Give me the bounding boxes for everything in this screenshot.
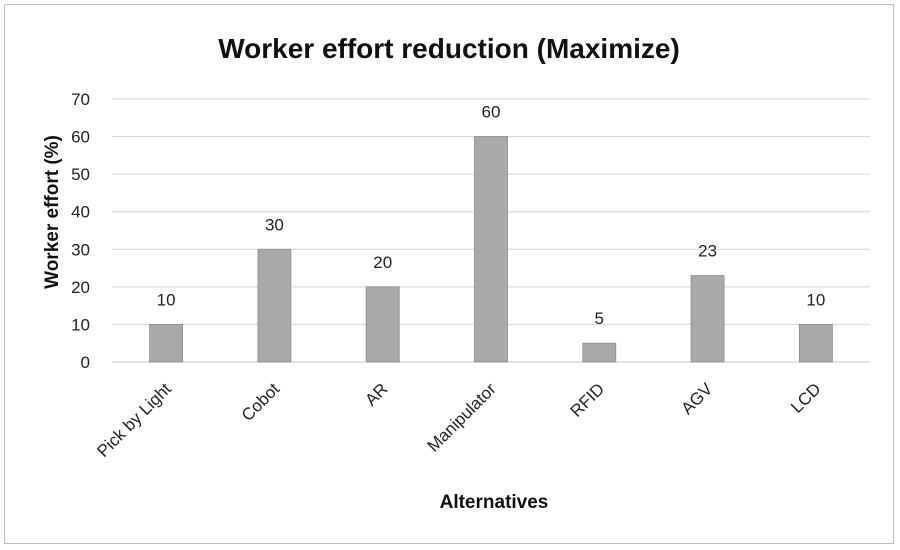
x-tick-label: LCD bbox=[787, 379, 824, 416]
y-tick-label: 20 bbox=[71, 278, 90, 297]
bar bbox=[257, 248, 292, 363]
x-axis-label: Alternatives bbox=[440, 492, 549, 513]
x-tick-label: Cobot bbox=[238, 379, 284, 425]
y-tick-label: 10 bbox=[71, 315, 90, 334]
y-tick-label: 50 bbox=[71, 165, 90, 184]
data-label: 60 bbox=[482, 103, 501, 122]
x-tick-label: AGV bbox=[678, 379, 717, 418]
chart-frame: Worker effort reduction (Maximize) 10 30 2… bbox=[4, 4, 894, 544]
y-tick-label: 60 bbox=[71, 128, 90, 147]
x-tick-label: AR bbox=[361, 379, 391, 409]
y-axis-label: Worker effort (%) bbox=[42, 135, 63, 289]
data-label: 5 bbox=[595, 309, 604, 328]
bar bbox=[365, 286, 400, 363]
bar-chart: Worker effort reduction (Maximize) 10 30 2… bbox=[42, 33, 870, 513]
chart-title: Worker effort reduction (Maximize) bbox=[218, 33, 680, 64]
bar bbox=[149, 324, 184, 363]
data-label: 10 bbox=[157, 290, 176, 309]
bar bbox=[798, 324, 833, 363]
x-tick-label: Manipulator bbox=[424, 379, 500, 455]
y-tick-label: 0 bbox=[81, 353, 90, 372]
x-tick-label: Pick by Light bbox=[93, 379, 175, 461]
bar bbox=[582, 342, 617, 363]
bars bbox=[149, 136, 833, 363]
data-labels: 10 30 20 60 5 23 10 bbox=[157, 103, 826, 329]
bar bbox=[474, 136, 508, 363]
y-tick-label: 40 bbox=[71, 203, 90, 222]
y-tick-label: 70 bbox=[71, 90, 90, 109]
y-tick-label: 30 bbox=[71, 240, 90, 259]
x-axis-ticks: Pick by Light Cobot AR Manipulator RFID AGV LC… bbox=[93, 379, 824, 461]
y-axis-ticks: 0 10 20 30 40 50 60 70 bbox=[71, 90, 90, 372]
data-label: 30 bbox=[265, 215, 284, 234]
bar bbox=[690, 275, 725, 363]
data-label: 23 bbox=[698, 242, 717, 261]
data-label: 20 bbox=[373, 253, 392, 272]
data-label: 10 bbox=[806, 290, 825, 309]
x-tick-label: RFID bbox=[567, 379, 608, 420]
